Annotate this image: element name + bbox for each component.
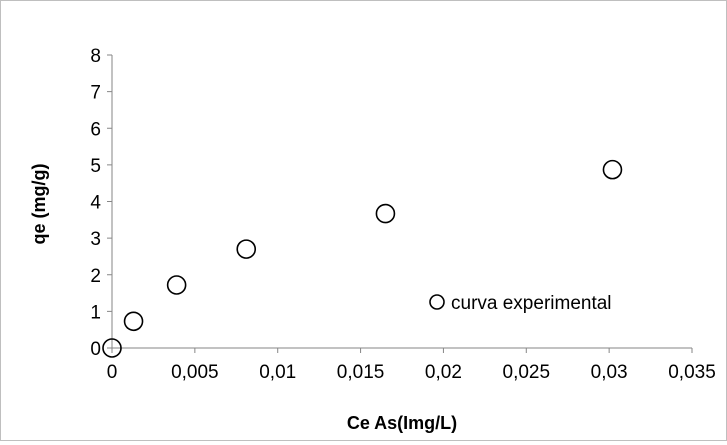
data-point bbox=[602, 159, 623, 180]
legend: curva experimental bbox=[429, 293, 612, 314]
y-tick-label: 5 bbox=[90, 156, 101, 177]
data-point bbox=[102, 338, 122, 358]
ticks: 0 1 2 3 4 5 6 7 8 0 0,005 0,01 0,015 0,02 0,025 0,03 0,0… bbox=[90, 46, 715, 383]
y-tick-label: 7 bbox=[90, 83, 101, 104]
y-tick-label: 3 bbox=[90, 229, 101, 250]
y-tick-label: 1 bbox=[90, 302, 101, 323]
x-tick-label: 0,035 bbox=[668, 362, 716, 383]
x-tick-label: 0 bbox=[107, 362, 118, 383]
x-tick-label: 0,025 bbox=[503, 362, 551, 383]
data-point bbox=[375, 203, 396, 224]
x-tick-label: 0,01 bbox=[259, 362, 296, 383]
y-tick-label: 2 bbox=[90, 266, 101, 287]
data-point bbox=[166, 275, 187, 295]
x-tick-label: 0,03 bbox=[591, 362, 628, 383]
y-tick-label: 8 bbox=[90, 46, 101, 67]
data-points bbox=[102, 159, 623, 358]
x-axis-title: Ce As(Img/L) bbox=[347, 413, 457, 433]
y-tick-label: 6 bbox=[90, 119, 101, 140]
y-tick-label: 4 bbox=[90, 193, 101, 214]
x-tick-label: 0,005 bbox=[171, 362, 219, 383]
legend-marker bbox=[429, 294, 445, 310]
y-tick-label: 0 bbox=[90, 339, 101, 360]
data-point bbox=[123, 311, 144, 332]
x-tick-label: 0,02 bbox=[425, 362, 462, 383]
y-axis-title: qe (mg/g) bbox=[29, 164, 49, 245]
data-point bbox=[236, 239, 257, 259]
legend-label: curva experimental bbox=[451, 293, 612, 314]
x-tick-label: 0,015 bbox=[337, 362, 385, 383]
